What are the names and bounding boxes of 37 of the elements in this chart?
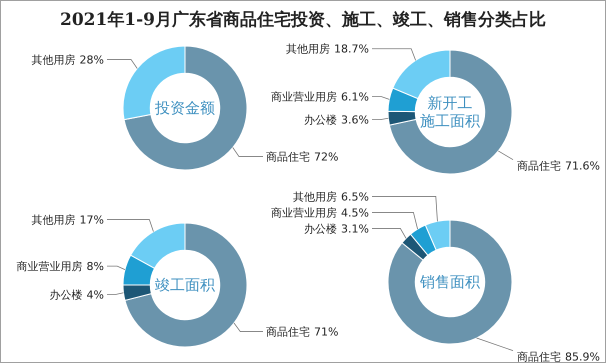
text: 投资金额 xyxy=(154,99,215,117)
data-label: 71% xyxy=(314,326,338,339)
data-label: 28% xyxy=(80,54,104,67)
donut-slice xyxy=(124,46,248,170)
slice-label: 商业营业用房 xyxy=(16,260,83,274)
data-label: 3.6% xyxy=(341,114,369,127)
data-label: 6.5% xyxy=(341,190,369,204)
data-label: 4.5% xyxy=(341,206,369,220)
slice-label: 办公楼 xyxy=(304,222,338,236)
slice-label: 其他用房 xyxy=(286,42,330,56)
data-label: 8% xyxy=(86,260,104,274)
donut-slice xyxy=(388,50,512,174)
data-label: 6.1% xyxy=(341,90,369,104)
chart-title: 2021年1-9月广东省商品住宅投资、施工、竣工、销售分类占比 xyxy=(60,10,546,30)
text: 竣工面积 xyxy=(155,276,215,294)
data-label: 72% xyxy=(314,150,338,164)
donut-slice xyxy=(124,222,248,348)
text: 新开工施工面积 xyxy=(420,94,480,130)
data-label: 3.1% xyxy=(341,222,369,236)
data-label: 17% xyxy=(80,214,104,227)
data-label: 85.9% xyxy=(565,350,600,363)
data-label: 4% xyxy=(86,288,104,302)
slice-label: 其他用房 xyxy=(32,54,76,67)
slice-label: 商品住宅 xyxy=(266,150,310,164)
slice-label: 其他用房 xyxy=(293,190,338,204)
slice-label: 办公楼 xyxy=(50,288,83,302)
slice-label: 商品住宅 xyxy=(517,160,562,173)
slice-label: 商业营业用房 xyxy=(271,206,338,220)
slice-label: 商品住宅 xyxy=(266,326,310,339)
slice-label: 其他用房 xyxy=(32,214,76,227)
slice-label: 商品住宅 xyxy=(517,350,562,363)
slice-label: 商业营业用房 xyxy=(271,90,338,104)
slice-label: 办公楼 xyxy=(304,114,338,127)
data-label: 18.7% xyxy=(334,42,369,56)
donut-slice xyxy=(388,220,512,344)
text: 销售面积 xyxy=(419,273,480,291)
data-label: 71.6% xyxy=(565,160,600,173)
